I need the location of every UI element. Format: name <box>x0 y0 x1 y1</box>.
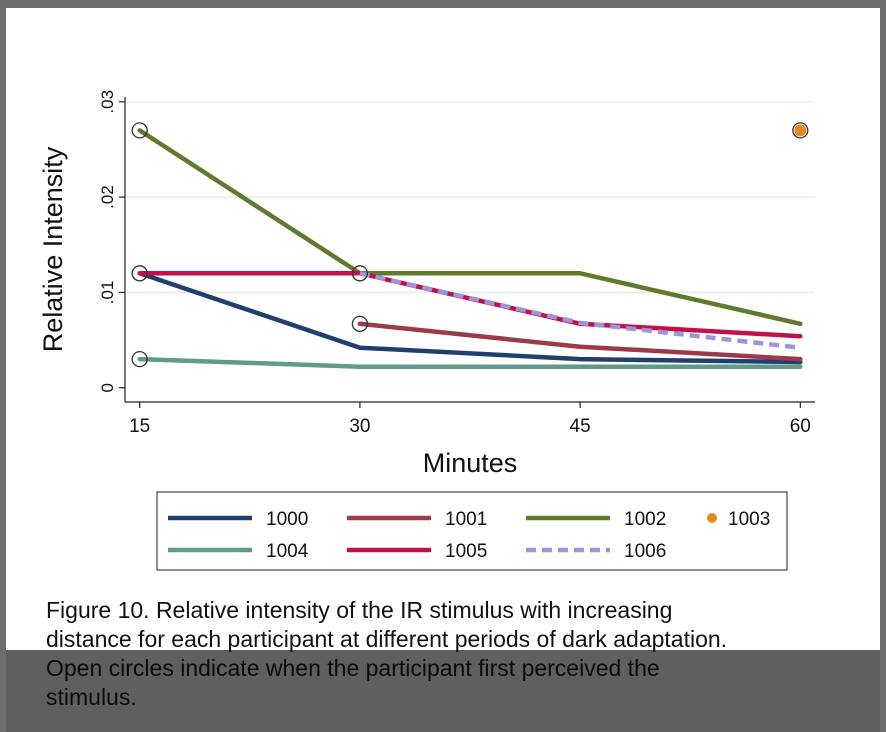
legend-label-1005: 1005 <box>445 541 487 562</box>
caption-line-1: Figure 10. Relative intensity of the IR … <box>46 597 673 623</box>
series-line-1000 <box>137 271 803 365</box>
grid-layer <box>127 101 815 294</box>
series-line-1001 <box>357 321 803 362</box>
first-perceived-marker <box>131 265 148 282</box>
first-perceived-marker <box>792 122 809 139</box>
legend-label-1003: 1003 <box>728 509 770 530</box>
series-point-1003 <box>794 124 807 137</box>
x-tick-label: 15 <box>129 416 150 437</box>
caption-line-4: stimulus. <box>46 684 137 710</box>
legend-label-1000: 1000 <box>266 509 308 530</box>
x-axis-title: Minutes <box>423 448 518 478</box>
legend-label-1001: 1001 <box>445 509 487 530</box>
series-line-1002 <box>137 128 803 327</box>
series-line-1006 <box>359 271 801 350</box>
y-tick-label: .03 <box>98 90 117 114</box>
line-chart: 0 .01 .02 .03 15 30 45 60 Minutes Relative Intens… <box>38 90 815 571</box>
legend: 1000 1001 1002 1003 1004 1005 1006 <box>156 491 788 571</box>
figure-caption: Figure 10. Relative intensity of the IR … <box>46 596 846 712</box>
figure-shadow-band <box>6 650 880 732</box>
legend-label-1006: 1006 <box>624 541 666 562</box>
series-line-1004 <box>137 356 803 369</box>
legend-label-1002: 1002 <box>624 509 666 530</box>
x-tick-label: 30 <box>349 416 370 437</box>
legend-label-1004: 1004 <box>266 541 309 562</box>
x-tick-label: 60 <box>790 416 811 437</box>
y-tick-label: .02 <box>98 185 117 209</box>
y-axis-title: Relative Intensity <box>38 146 68 352</box>
first-perceived-marker <box>131 122 148 139</box>
x-tick-label: 45 <box>570 416 591 437</box>
figure-frame <box>6 8 880 732</box>
legend-swatch-1003 <box>707 513 717 523</box>
first-perceived-marker <box>351 265 369 282</box>
axis-layer: 0 .01 .02 .03 15 30 45 60 Minutes Relative Intens… <box>38 90 815 478</box>
series-layer <box>137 128 803 369</box>
first-perceived-marker <box>131 350 148 368</box>
first-perceived-marker <box>351 315 369 332</box>
y-tick-label: 0 <box>98 383 117 392</box>
y-tick-label: .01 <box>98 281 117 305</box>
marker-layer <box>131 122 809 368</box>
legend-box <box>156 491 788 571</box>
caption-line-3: Open circles indicate when the participa… <box>46 655 660 681</box>
caption-line-2: distance for each participant at differe… <box>46 626 728 652</box>
